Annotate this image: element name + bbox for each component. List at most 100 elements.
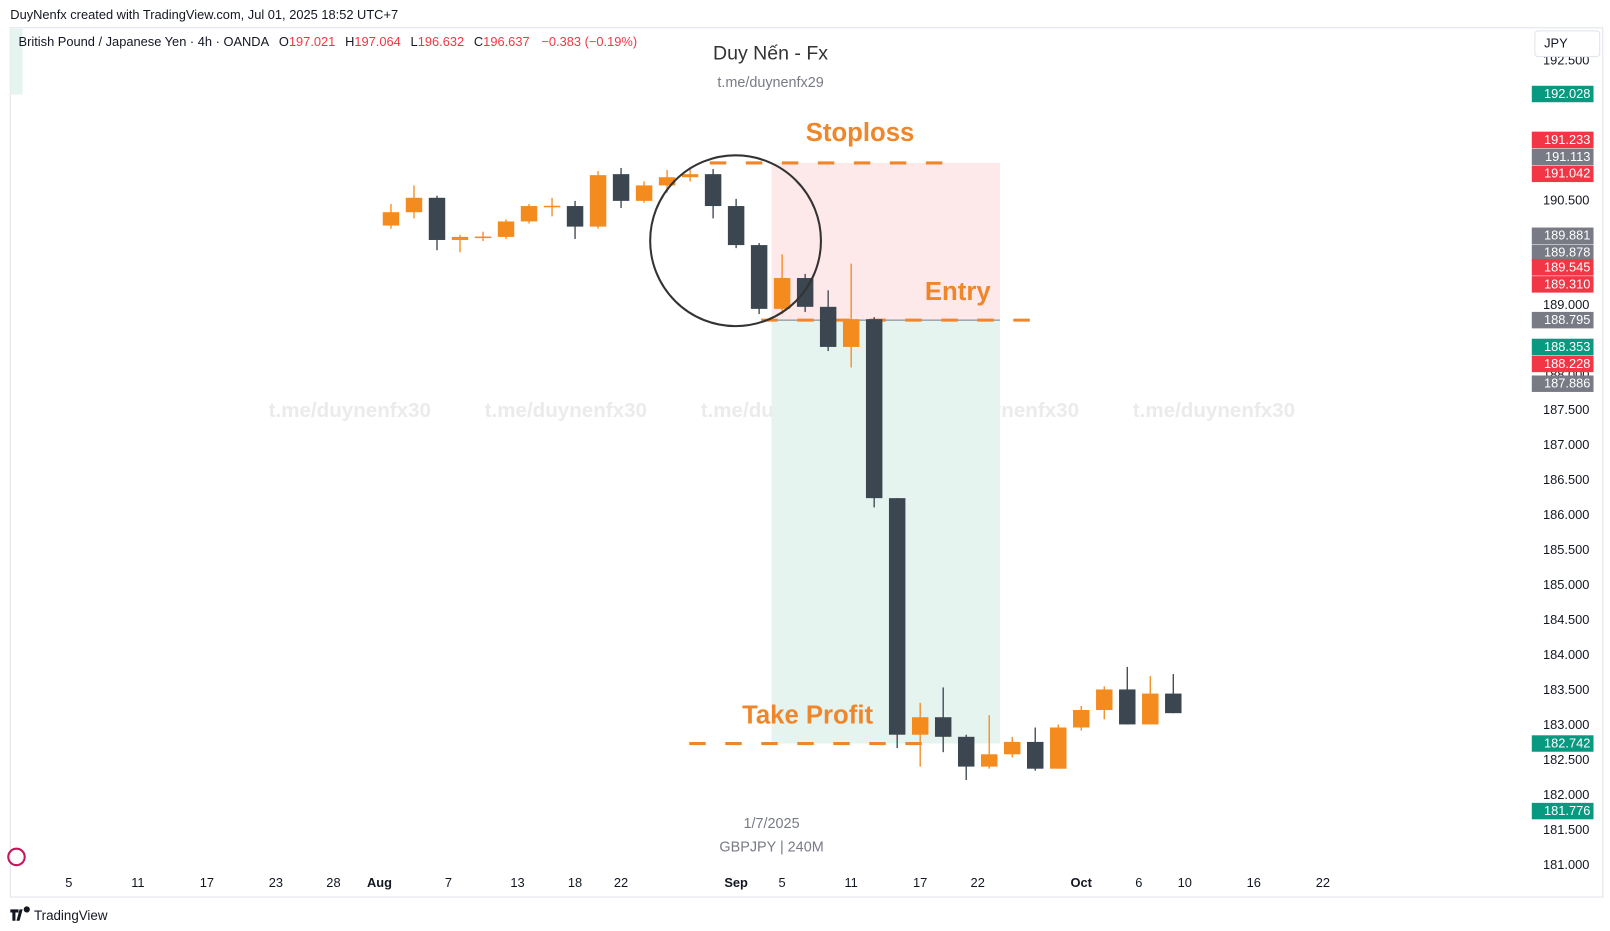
chart-title: Duy Nến - Fx	[713, 43, 828, 65]
price-label-bg	[1531, 165, 1594, 183]
annotation: Take Profit	[742, 702, 873, 730]
credit: DuyNenfx created with TradingView.com, J…	[10, 7, 398, 22]
ohlc-value: 197.021	[289, 35, 335, 50]
x-tick-label: 23	[269, 875, 283, 890]
price-label-bg	[1531, 311, 1594, 329]
candle-body	[957, 736, 975, 767]
watermark: t.me/duynenfx30	[269, 399, 431, 422]
watermark: t.me/duynenfx30	[1133, 399, 1295, 422]
price-label: 188.795	[1544, 312, 1590, 327]
candle-body	[704, 174, 722, 207]
candle-body	[1119, 689, 1136, 725]
ohlc-value: 197.064	[354, 35, 400, 50]
annotation: Entry	[925, 278, 991, 306]
x-tick-label: Aug	[367, 875, 392, 890]
annotation: Stoploss	[806, 119, 915, 147]
price-label: 189.545	[1544, 259, 1590, 274]
price-label-bg	[1531, 244, 1594, 261]
price-label: 189.310	[1544, 276, 1590, 291]
y-tick-label: 189.000	[1543, 297, 1589, 312]
x-tick-label: Oct	[1071, 875, 1093, 890]
reward-zone	[771, 320, 1000, 744]
price-label-bg	[1531, 276, 1594, 293]
x-tick-label: 6	[1135, 875, 1142, 890]
candle-body	[980, 754, 998, 767]
candle-body	[451, 236, 469, 240]
y-tick-label: 184.000	[1543, 647, 1589, 662]
y-tick-label: 185.500	[1543, 542, 1589, 557]
candle-body	[474, 236, 492, 239]
x-tick-label: 17	[200, 875, 214, 890]
x-tick-label: 22	[614, 875, 628, 890]
x-tick-label: 13	[510, 875, 524, 890]
candle-body	[497, 221, 515, 237]
ohlc-value: 196.637	[483, 35, 529, 50]
candle-body	[934, 717, 952, 737]
logo-icon	[7, 847, 26, 867]
x-tick-label: 22	[1316, 875, 1330, 890]
candle-body	[1165, 693, 1182, 714]
candle-body	[612, 174, 630, 201]
candle-body	[888, 498, 906, 735]
y-tick-label: 183.500	[1543, 682, 1589, 697]
ohlc-key: O	[279, 35, 289, 50]
candle-body	[1050, 727, 1067, 769]
candle-body	[842, 319, 860, 347]
chart-subtitle: t.me/duynenfx29	[717, 75, 823, 91]
x-tick-label: 11	[844, 875, 857, 890]
price-label: 191.113	[1545, 149, 1590, 164]
candle-body	[382, 212, 400, 226]
x-tick-label: 16	[1247, 875, 1261, 890]
candle-body	[405, 197, 423, 213]
candle-body	[566, 206, 584, 227]
chart-frame	[9, 27, 1604, 898]
price-label: 192.028	[1544, 86, 1590, 101]
candle-body	[589, 175, 607, 227]
y-tick-label: 186.000	[1543, 507, 1589, 522]
ohlc-key: C	[474, 35, 483, 50]
price-label: 187.886	[1544, 376, 1590, 391]
candle-body	[1003, 741, 1021, 755]
y-tick-label: 183.000	[1543, 717, 1589, 732]
price-label-bg	[1531, 802, 1594, 820]
candle-body	[681, 174, 699, 178]
candle-body	[773, 278, 791, 309]
x-tick-label: 10	[1178, 875, 1192, 890]
y-tick-label: 187.500	[1543, 402, 1589, 417]
candle-body	[1027, 741, 1044, 769]
x-tick-label: Sep	[724, 875, 748, 890]
y-tick-label: 182.000	[1543, 787, 1589, 802]
tv-logo	[10, 906, 30, 921]
candle-body	[1142, 693, 1159, 725]
y-tick-label: 187.000	[1543, 437, 1589, 452]
y-tick-label: 185.000	[1543, 577, 1589, 592]
y-tick-label: 186.500	[1543, 472, 1589, 487]
price-label: 182.742	[1544, 735, 1590, 750]
candle-body	[543, 205, 561, 208]
x-tick-label: 11	[131, 875, 144, 890]
candle-body	[750, 245, 768, 309]
price-label-bg	[1531, 148, 1594, 166]
x-tick-label: 5	[779, 875, 786, 890]
currency-box[interactable]	[1534, 30, 1601, 58]
y-tick-label: 190.500	[1543, 192, 1589, 207]
x-tick-label: 17	[913, 875, 927, 890]
price-label-bg	[1531, 355, 1594, 373]
price-label-bg	[1531, 735, 1594, 752]
y-tick-label: 182.500	[1543, 752, 1589, 767]
x-tick-label: 5	[65, 875, 72, 890]
price-label-bg	[1531, 338, 1594, 356]
price-label: 191.042	[1544, 166, 1590, 181]
currency[interactable]: JPY	[1544, 36, 1568, 51]
y-tick-label: 181.500	[1543, 822, 1589, 837]
ohlc-key: L	[411, 35, 418, 50]
candle-body	[865, 319, 883, 499]
side-marker	[10, 28, 23, 95]
price-label-bg	[1531, 227, 1594, 245]
price-label: 188.353	[1544, 339, 1590, 354]
caption: GBPJPY | 240M	[719, 839, 823, 855]
price-label-bg	[1531, 259, 1594, 276]
ohlc-key: H	[345, 35, 354, 50]
